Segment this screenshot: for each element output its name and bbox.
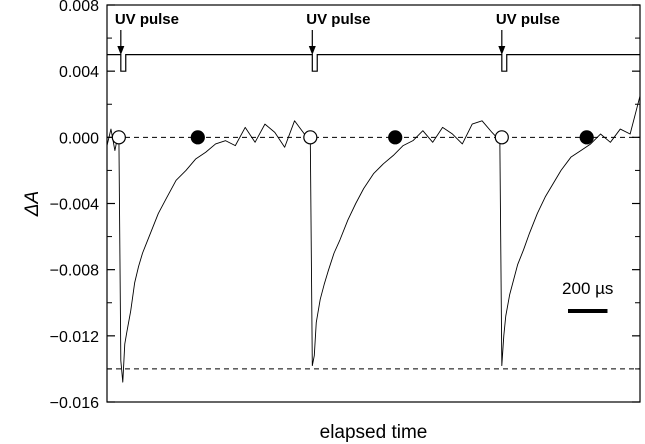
annotation-arrow-head: [308, 46, 316, 55]
annotation-label: UV pulse: [496, 11, 560, 28]
marker-open: [494, 130, 509, 145]
marker-filled: [388, 130, 403, 145]
y-tick-label: 0.008: [59, 0, 99, 15]
marker-open: [111, 130, 126, 145]
plot-frame: [106, 4, 641, 403]
y-axis-tick-labels: 0.008 0.004 0.000 −0.004 −0.008 −0.012 −0.016: [50, 0, 99, 412]
marker-open: [303, 130, 318, 145]
data-series: [106, 95, 641, 383]
annotations: UV pulse UV pulse UV pulse: [115, 11, 560, 55]
x-axis-label: elapsed time: [320, 422, 428, 443]
reference-lines: [107, 136, 640, 370]
y-tick-label: −0.008: [50, 263, 99, 280]
y-tick-label: −0.004: [50, 197, 99, 214]
y-axis-ticks: [107, 4, 640, 403]
data-line: [106, 95, 641, 383]
annotation-arrow-head: [117, 46, 125, 55]
y-tick-label: −0.012: [50, 329, 99, 346]
annotation-label: UV pulse: [306, 11, 370, 28]
scale-bar-label: 200 µs: [562, 279, 613, 298]
pulse-trace: [107, 54, 640, 72]
y-axis-label: ΔA: [22, 191, 43, 217]
annotation-label: UV pulse: [115, 11, 179, 28]
y-tick-label: 0.004: [59, 64, 99, 81]
annotation-arrow-head: [498, 46, 506, 55]
y-tick-label: 0.000: [59, 130, 99, 147]
y-tick-label: −0.016: [50, 395, 99, 412]
scale-bar: 200 µs: [562, 279, 613, 313]
pulse-trace-line: [107, 54, 640, 72]
markers: [111, 130, 594, 145]
marker-filled: [579, 130, 594, 145]
marker-filled: [190, 130, 205, 145]
